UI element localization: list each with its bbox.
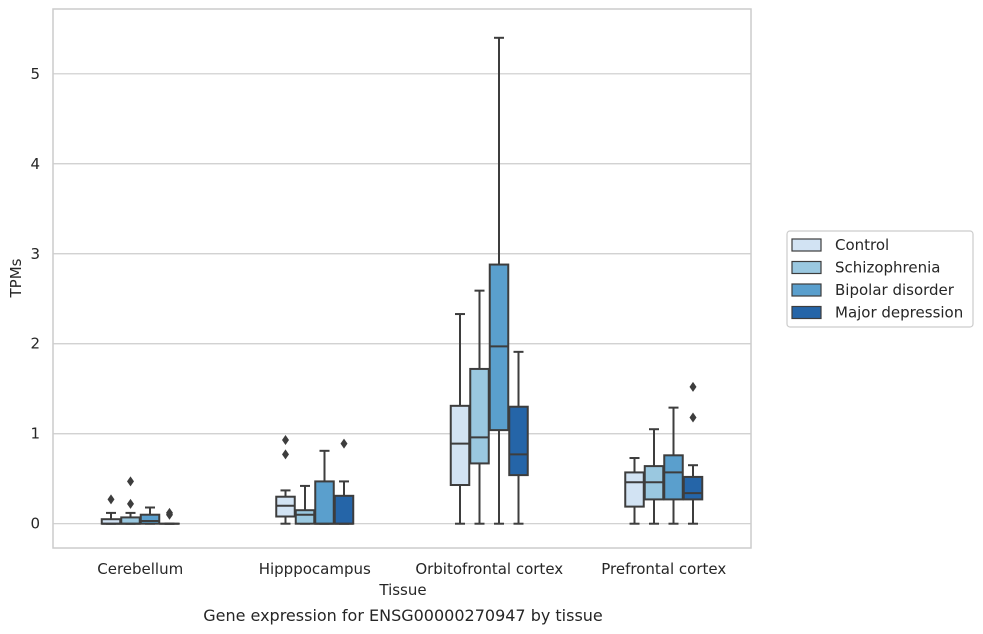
box-body	[508, 405, 529, 477]
box	[643, 428, 665, 525]
legend-label: Bipolar disorder	[835, 281, 955, 299]
box	[488, 36, 510, 525]
box-body	[682, 475, 704, 501]
x-tick-label: Hipppocampus	[259, 560, 371, 578]
legend-swatch	[791, 283, 822, 297]
box	[508, 350, 529, 525]
box	[449, 313, 471, 525]
box	[139, 506, 161, 525]
y-tick-label: 0	[30, 515, 40, 533]
y-tick-label: 2	[30, 335, 40, 353]
x-axis-label: Tissue	[378, 581, 426, 599]
plot-frame	[52, 8, 752, 549]
gridlines	[53, 73, 751, 525]
box	[159, 507, 180, 525]
plot-border	[52, 8, 752, 549]
y-axis: 0 1 2 3 4 5	[30, 65, 40, 533]
legend-item: Control	[791, 236, 889, 254]
box-body	[624, 471, 645, 508]
box	[682, 381, 704, 525]
box	[314, 449, 335, 525]
outlier-point	[166, 507, 173, 518]
box-body	[449, 404, 471, 487]
legend-label: Control	[835, 236, 889, 254]
box-body	[469, 367, 490, 465]
box	[100, 494, 122, 525]
box	[294, 484, 316, 525]
legend-item: Schizophrenia	[791, 259, 940, 277]
legend: Control Schizophrenia Bipolar disorder Majo…	[786, 230, 974, 328]
box	[469, 289, 490, 525]
y-tick-label: 4	[30, 155, 40, 173]
legend-swatch	[791, 305, 822, 320]
outlier-point	[282, 449, 289, 460]
x-tick-label: Prefrontal cortex	[601, 560, 726, 578]
x-tick-label: Orbitofrontal cortex	[415, 560, 563, 578]
box-body	[294, 509, 316, 525]
box-body	[314, 480, 335, 525]
legend-box	[786, 230, 974, 328]
x-tick-label: Cerebellum	[97, 560, 183, 578]
box-body	[663, 454, 684, 501]
box	[120, 476, 141, 525]
y-tick-label: 3	[30, 245, 40, 263]
outlier-point	[127, 476, 134, 487]
y-tick-label: 1	[30, 425, 40, 443]
box	[624, 457, 645, 525]
outlier-point	[107, 494, 115, 505]
outlier-point	[689, 412, 697, 423]
outlier-point	[340, 438, 348, 449]
outlier-point	[282, 435, 289, 446]
box-body	[333, 494, 355, 525]
box	[333, 438, 355, 525]
legend-swatch	[791, 238, 822, 252]
legend-swatch	[791, 260, 822, 275]
box	[275, 435, 296, 525]
box	[663, 406, 684, 525]
outlier-point	[689, 381, 697, 392]
legend-label: Schizophrenia	[835, 259, 940, 277]
x-axis: Cerebellum Hipppocampus Orbitofrontal cort…	[97, 560, 726, 578]
box-body	[139, 513, 161, 525]
box-series	[100, 36, 704, 525]
outlier-point	[127, 498, 134, 509]
legend-label: Major depression	[835, 304, 963, 322]
legend-item: Major depression	[791, 304, 963, 322]
y-tick-label: 5	[30, 65, 40, 83]
y-axis-label: TPMs	[7, 258, 25, 298]
chart-caption: Gene expression for ENSG00000270947 by t…	[203, 606, 603, 625]
legend-item: Bipolar disorder	[791, 281, 955, 299]
